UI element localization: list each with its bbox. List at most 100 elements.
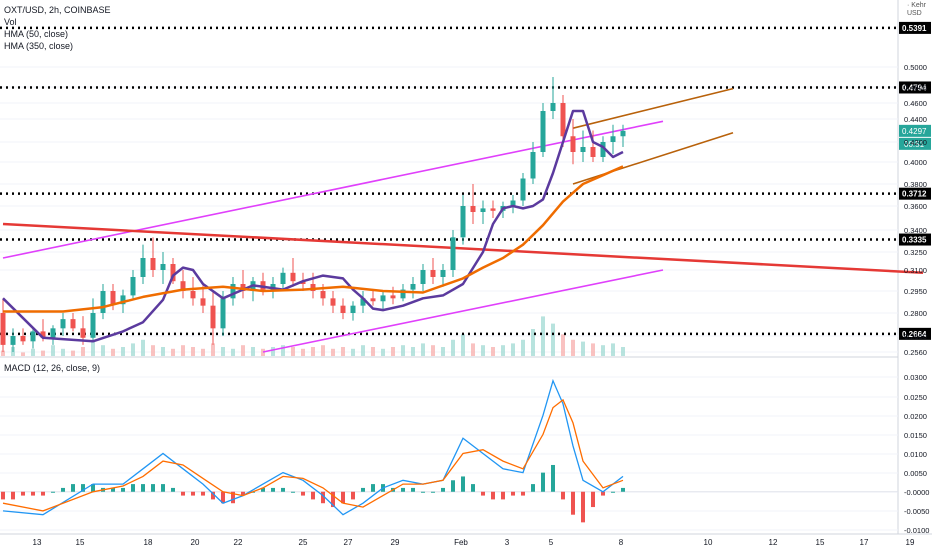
macd-histogram-bar <box>531 484 535 492</box>
volume-bar <box>101 345 105 356</box>
candle-body <box>210 305 216 329</box>
time-tick-label: 25 <box>299 538 308 547</box>
macd-tick-label: 0.0150 <box>904 431 927 440</box>
macd-histogram-bar <box>241 491 245 496</box>
candle-body <box>340 305 346 313</box>
price-tick-label: 0.4200 <box>904 138 927 147</box>
macd-tick-label: 0.0050 <box>904 469 927 478</box>
candle-body <box>190 291 196 299</box>
hma-fast-line <box>2 109 624 343</box>
candle-body <box>180 281 186 291</box>
time-tick-label: 22 <box>234 538 243 547</box>
time-tick-label: 15 <box>816 538 825 547</box>
time-tick-label: 3 <box>505 538 510 547</box>
volume-bar <box>31 348 35 356</box>
candle-body <box>540 111 546 152</box>
macd-histogram-bar <box>151 484 155 492</box>
volume-bar <box>141 339 145 356</box>
macd-histogram-bar <box>301 491 305 496</box>
candle-body <box>270 284 276 290</box>
candle-body <box>530 152 536 179</box>
volume-bar <box>361 345 365 356</box>
time-tick-label: 13 <box>33 538 42 547</box>
macd-histogram-bar <box>181 491 185 496</box>
macd-histogram-bar <box>331 491 335 508</box>
price-tick-label: 0.2650 <box>904 332 927 341</box>
hma-slow-line <box>3 165 624 313</box>
candle-body <box>420 270 426 284</box>
volume-bar <box>451 339 455 356</box>
last-price-tag <box>899 124 931 137</box>
candle-body <box>430 270 436 277</box>
volume-bar <box>341 347 345 356</box>
candle-body <box>490 208 496 211</box>
macd-histogram-bar <box>121 487 125 492</box>
macd-histogram-bar <box>91 484 95 492</box>
volume-bar <box>91 341 95 356</box>
volume-bar <box>181 345 185 356</box>
macd-histogram-bar <box>131 484 135 492</box>
macd-histogram-bar <box>501 491 505 500</box>
axis-unit-line2: USD <box>906 10 922 17</box>
price-level-tag <box>899 187 931 200</box>
candle-body <box>480 208 486 212</box>
macd-histogram-bar <box>401 487 405 492</box>
volume-bar <box>461 334 465 356</box>
legend-hma-fast[interactable]: HMA (50, close) <box>4 29 69 39</box>
macd-histogram-bar <box>61 487 65 492</box>
macd-histogram-bar <box>521 491 525 496</box>
countdown-tag <box>899 137 931 150</box>
macd-histogram-bar <box>561 491 565 500</box>
candle-body <box>0 313 6 345</box>
time-tick-label: 18 <box>144 538 153 547</box>
volume-bar <box>81 347 85 356</box>
legend-vol[interactable]: Vol <box>4 17 17 27</box>
volume-bar <box>351 348 355 356</box>
macd-tick-label: 0.0200 <box>904 412 927 421</box>
price-level-label: 0.2664 <box>902 330 927 339</box>
candle-body <box>390 295 396 299</box>
candle-body <box>320 291 326 299</box>
macd-tick-label: -0.0050 <box>904 507 929 516</box>
macd-histogram-bar <box>491 491 495 500</box>
macd-histogram-bar <box>451 480 455 492</box>
volume-bar <box>381 348 385 356</box>
price-tick-label: 0.5000 <box>904 63 927 72</box>
last-price-label: 0.4297 <box>902 127 927 136</box>
price-tick-label: 0.4000 <box>904 158 927 167</box>
candle-body <box>590 147 596 157</box>
volume-bar <box>61 348 65 356</box>
macd-histogram-bar <box>371 484 375 492</box>
macd-histogram-bar <box>421 491 425 493</box>
candle-body <box>300 281 306 284</box>
volume-bar <box>51 345 55 356</box>
candle-body <box>200 298 206 306</box>
volume-bar <box>541 316 545 356</box>
candle-body <box>240 284 246 291</box>
volume-bar <box>471 343 475 356</box>
macd-histogram-bar <box>21 491 25 496</box>
price-level-tag <box>899 327 931 340</box>
volume-bar <box>301 348 305 356</box>
legend-hma-slow[interactable]: HMA (350, close) <box>4 41 74 51</box>
price-tick-label: 0.3600 <box>904 202 927 211</box>
price-level-tag <box>899 21 931 34</box>
volume-bar <box>41 350 45 356</box>
volume-bar <box>171 348 175 356</box>
macd-histogram-bar <box>341 491 345 504</box>
macd-histogram-bar <box>81 484 85 492</box>
macd-histogram-bar <box>231 491 235 504</box>
legend-symbol[interactable]: OXT/USD, 2h, COINBASE <box>4 5 111 15</box>
candle-body <box>440 270 446 277</box>
volume-bar <box>191 347 195 356</box>
macd-histogram-bar <box>41 491 45 496</box>
macd-histogram-bar <box>461 476 465 492</box>
candle-body <box>150 258 156 270</box>
legend-macd-label[interactable]: MACD (12, 26, close, 9) <box>4 363 101 373</box>
macd-histogram-bar <box>581 491 585 523</box>
volume-bar <box>411 347 415 356</box>
candle-body <box>600 142 606 157</box>
